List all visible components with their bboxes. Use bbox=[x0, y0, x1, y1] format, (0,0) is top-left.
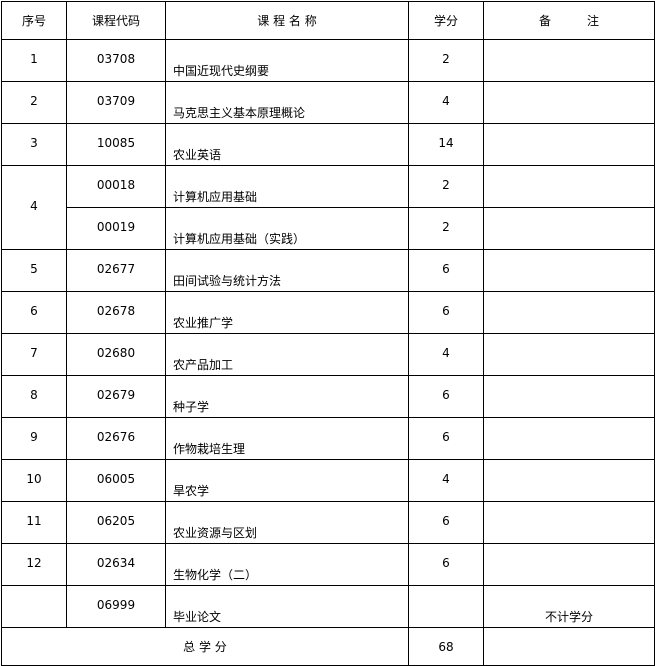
row-no: 3 bbox=[1, 123, 67, 166]
row-no: 11 bbox=[1, 501, 67, 544]
row-note bbox=[483, 417, 655, 460]
row-note bbox=[483, 39, 655, 82]
row-name: 毕业论文 bbox=[165, 585, 409, 628]
row-code: 00018 bbox=[66, 165, 166, 208]
row-code: 00019 bbox=[66, 207, 166, 250]
row-credit: 14 bbox=[408, 123, 484, 166]
row-note bbox=[483, 291, 655, 334]
row-credit: 6 bbox=[408, 249, 484, 292]
row-code: 02678 bbox=[66, 291, 166, 334]
header-name: 课 程 名 称 bbox=[165, 1, 409, 40]
row-credit: 6 bbox=[408, 417, 484, 460]
row-code: 06205 bbox=[66, 501, 166, 544]
table-row: 8 02679 种子学 6 bbox=[1, 375, 655, 418]
row-note bbox=[483, 333, 655, 376]
row-name: 农产品加工 bbox=[165, 333, 409, 376]
row-note bbox=[483, 123, 655, 166]
header-row: 序号 课程代码 课 程 名 称 学分 备 注 bbox=[1, 1, 655, 40]
row-no bbox=[1, 585, 67, 628]
row-name: 生物化学（二） bbox=[165, 543, 409, 586]
table-row: 06999 毕业论文 不计学分 bbox=[1, 585, 655, 628]
header-credit: 学分 bbox=[408, 1, 484, 40]
row-no: 2 bbox=[1, 81, 67, 124]
row-code: 02677 bbox=[66, 249, 166, 292]
row-no: 1 bbox=[1, 39, 67, 82]
table-row: 12 02634 生物化学（二） 6 bbox=[1, 543, 655, 586]
row-code: 03708 bbox=[66, 39, 166, 82]
row-code: 02676 bbox=[66, 417, 166, 460]
header-no: 序号 bbox=[1, 1, 67, 40]
table-row: 4 00018 计算机应用基础 2 bbox=[1, 165, 655, 250]
row-name: 旱农学 bbox=[165, 459, 409, 502]
row-note bbox=[483, 165, 655, 208]
row-credit: 6 bbox=[408, 543, 484, 586]
table-row: 5 02677 田间试验与统计方法 6 bbox=[1, 249, 655, 292]
row-name: 作物栽培生理 bbox=[165, 417, 409, 460]
total-note bbox=[483, 627, 655, 666]
row-credit bbox=[408, 585, 484, 628]
table-row: 00019 计算机应用基础（实践） 2 bbox=[2, 207, 655, 250]
table-row: 11 06205 农业资源与区划 6 bbox=[1, 501, 655, 544]
row-name: 种子学 bbox=[165, 375, 409, 418]
row-name: 田间试验与统计方法 bbox=[165, 249, 409, 292]
table-row: 3 10085 农业英语 14 bbox=[1, 123, 655, 166]
row-name: 农业推广学 bbox=[165, 291, 409, 334]
row-code: 06999 bbox=[66, 585, 166, 628]
table-row: 6 02678 农业推广学 6 bbox=[1, 291, 655, 334]
row-note bbox=[483, 459, 655, 502]
row-credit: 4 bbox=[408, 333, 484, 376]
table-row: 1 03708 中国近现代史纲要 2 bbox=[1, 39, 655, 82]
row-credit: 2 bbox=[408, 165, 484, 208]
table-row: 7 02680 农产品加工 4 bbox=[1, 333, 655, 376]
row-note bbox=[483, 249, 655, 292]
row-credit: 6 bbox=[408, 375, 484, 418]
total-credit: 68 bbox=[408, 627, 484, 666]
row-name: 农业英语 bbox=[165, 123, 409, 166]
row-code: 03709 bbox=[66, 81, 166, 124]
row-note: 不计学分 bbox=[483, 585, 655, 628]
row-name: 农业资源与区划 bbox=[165, 501, 409, 544]
row-note bbox=[483, 375, 655, 418]
row-note bbox=[483, 81, 655, 124]
row-no: 10 bbox=[1, 459, 67, 502]
total-label: 总 学 分 bbox=[1, 627, 409, 666]
row-name: 计算机应用基础（实践） bbox=[165, 207, 409, 250]
row-no: 8 bbox=[1, 375, 67, 418]
row-code: 02634 bbox=[66, 543, 166, 586]
row-credit: 2 bbox=[408, 39, 484, 82]
row-credit: 4 bbox=[408, 459, 484, 502]
header-note: 备 注 bbox=[483, 1, 655, 40]
row-no: 6 bbox=[1, 291, 67, 334]
row-code: 02680 bbox=[66, 333, 166, 376]
table-row: 9 02676 作物栽培生理 6 bbox=[1, 417, 655, 460]
row-name: 马克思主义基本原理概论 bbox=[165, 81, 409, 124]
row-credit: 4 bbox=[408, 81, 484, 124]
row-credit: 6 bbox=[408, 291, 484, 334]
table-row: 2 03709 马克思主义基本原理概论 4 bbox=[1, 81, 655, 124]
total-row: 总 学 分 68 bbox=[1, 627, 655, 666]
row-name: 计算机应用基础 bbox=[165, 165, 409, 208]
header-code: 课程代码 bbox=[66, 1, 166, 40]
row-code: 06005 bbox=[66, 459, 166, 502]
row-note bbox=[483, 207, 655, 250]
row-no: 7 bbox=[1, 333, 67, 376]
row-no: 9 bbox=[1, 417, 67, 460]
row-note bbox=[483, 501, 655, 544]
row-credit: 6 bbox=[408, 501, 484, 544]
row-name: 中国近现代史纲要 bbox=[165, 39, 409, 82]
row-no: 5 bbox=[1, 249, 67, 292]
row-code: 02679 bbox=[66, 375, 166, 418]
table-row: 10 06005 旱农学 4 bbox=[1, 459, 655, 502]
row-no: 4 bbox=[1, 165, 67, 250]
row-no: 12 bbox=[1, 543, 67, 586]
row-note bbox=[483, 543, 655, 586]
row-credit: 2 bbox=[408, 207, 484, 250]
row-code: 10085 bbox=[66, 123, 166, 166]
